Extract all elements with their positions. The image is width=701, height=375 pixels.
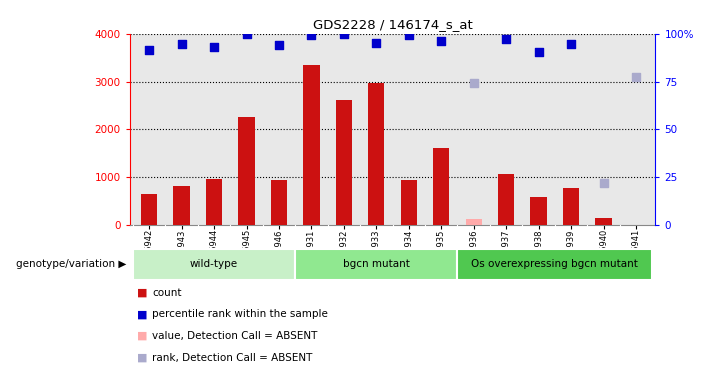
Bar	[401, 180, 417, 225]
Point	[371, 40, 382, 46]
Bar	[498, 174, 515, 225]
Text: count: count	[152, 288, 182, 297]
Text: ■: ■	[137, 353, 147, 363]
Point	[339, 31, 350, 37]
Bar	[295, 249, 458, 280]
Text: GSM95933: GSM95933	[372, 229, 381, 275]
Bar	[563, 188, 579, 225]
Point	[630, 74, 641, 80]
Text: GSM95937: GSM95937	[502, 229, 510, 275]
Text: percentile rank within the sample: percentile rank within the sample	[152, 309, 328, 319]
Bar	[304, 65, 320, 225]
Point	[468, 80, 479, 86]
Text: ■: ■	[137, 331, 147, 341]
Text: GSM95931: GSM95931	[307, 229, 316, 274]
Text: ■: ■	[137, 309, 147, 319]
Text: GSM95945: GSM95945	[242, 229, 251, 274]
Bar	[174, 186, 190, 225]
Text: GSM95935: GSM95935	[437, 229, 446, 274]
Bar	[433, 147, 449, 225]
Text: value, Detection Call = ABSENT: value, Detection Call = ABSENT	[152, 331, 318, 341]
Text: GSM95932: GSM95932	[339, 229, 348, 274]
Point	[306, 32, 317, 38]
Point	[566, 41, 577, 47]
Point	[598, 180, 609, 186]
Text: bgcn mutant: bgcn mutant	[343, 260, 410, 269]
Point	[435, 38, 447, 44]
Text: Os overexpressing bgcn mutant: Os overexpressing bgcn mutant	[471, 260, 639, 269]
Bar	[141, 194, 157, 225]
Bar	[336, 100, 352, 225]
Text: GSM95944: GSM95944	[210, 229, 219, 274]
Text: GSM95942: GSM95942	[144, 229, 154, 274]
Point	[501, 36, 512, 42]
Text: ■: ■	[137, 288, 147, 297]
Text: GSM95938: GSM95938	[534, 229, 543, 275]
Point	[144, 46, 155, 53]
Text: GSM95939: GSM95939	[566, 229, 576, 274]
Bar	[271, 180, 287, 225]
Point	[403, 32, 414, 38]
Bar	[595, 218, 612, 225]
Text: GSM95943: GSM95943	[177, 229, 186, 274]
Point	[273, 42, 285, 48]
Bar	[368, 84, 384, 225]
Bar	[531, 197, 547, 225]
Bar	[133, 249, 295, 280]
Text: GSM95934: GSM95934	[404, 229, 414, 274]
Text: GSM95946: GSM95946	[275, 229, 283, 274]
Point	[241, 31, 252, 37]
Text: GSM95936: GSM95936	[469, 229, 478, 275]
Text: genotype/variation ▶: genotype/variation ▶	[16, 260, 126, 269]
Bar	[206, 179, 222, 225]
Title: GDS2228 / 146174_s_at: GDS2228 / 146174_s_at	[313, 18, 472, 31]
Text: GSM95941: GSM95941	[632, 229, 641, 274]
Text: wild-type: wild-type	[190, 260, 238, 269]
Bar	[238, 117, 254, 225]
Point	[176, 41, 187, 47]
Text: rank, Detection Call = ABSENT: rank, Detection Call = ABSENT	[152, 353, 313, 363]
Bar	[458, 249, 652, 280]
Point	[533, 49, 544, 55]
Bar	[465, 219, 482, 225]
Point	[208, 44, 219, 50]
Text: GSM95940: GSM95940	[599, 229, 608, 274]
